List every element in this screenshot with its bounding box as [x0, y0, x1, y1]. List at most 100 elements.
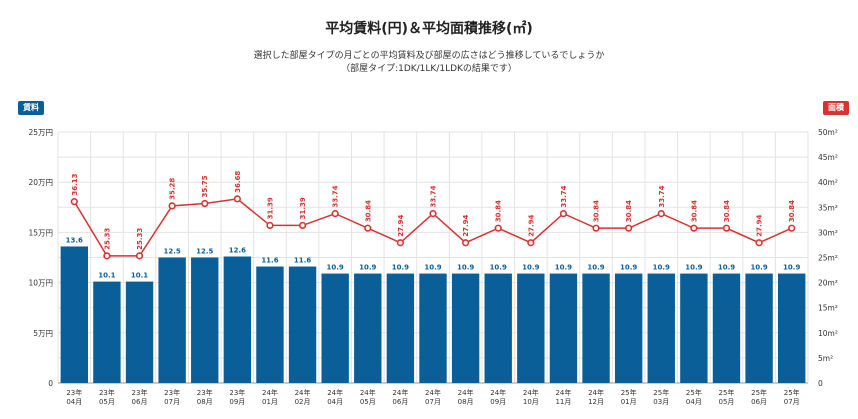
rent-bar: [647, 273, 675, 383]
right-axis-tick-label: 35m²: [818, 203, 838, 212]
x-tick-label-month: 06月: [392, 398, 408, 406]
left-axis-tick-label: 0: [48, 379, 53, 388]
x-tick-label-year: 25年: [751, 388, 767, 397]
rent-bar-label: 10.9: [587, 264, 604, 272]
x-tick-label-month: 02月: [295, 398, 311, 406]
x-tick-label-year: 25年: [686, 388, 702, 397]
x-tick-label-year: 25年: [719, 388, 735, 397]
x-tick-label-year: 24年: [490, 388, 506, 397]
rent-bar-label: 10.9: [555, 264, 572, 272]
x-tick-label-year: 24年: [458, 388, 474, 397]
rent-bar-label: 13.6: [66, 236, 83, 244]
rent-bar-label: 10.9: [620, 264, 637, 272]
rent-bar: [158, 257, 186, 383]
rent-bar: [680, 273, 708, 383]
rent-bar: [484, 273, 512, 383]
area-point: [755, 239, 763, 247]
x-tick-label-month: 04月: [327, 398, 343, 406]
x-tick-label-month: 07月: [425, 398, 441, 406]
x-tick-label-year: 23年: [66, 388, 82, 397]
right-axis-tick-label: 30m²: [818, 228, 838, 237]
area-point-label: 30.84: [723, 200, 731, 222]
area-point: [396, 239, 404, 247]
rent-bar-label: 10.9: [750, 264, 767, 272]
rent-bar-label: 10.9: [359, 264, 376, 272]
x-tick-label-month: 03月: [653, 398, 669, 406]
right-axis-tick-label: 0: [818, 379, 823, 388]
rent-bar: [419, 273, 447, 383]
x-tick-label-month: 09月: [490, 398, 506, 406]
area-point: [233, 195, 241, 203]
rent-bar: [549, 273, 578, 383]
area-point: [266, 221, 274, 230]
x-tick-label-month: 01月: [621, 398, 637, 406]
x-tick-label-year: 23年: [197, 388, 213, 397]
rent-bar-label: 10.1: [131, 272, 148, 280]
x-tick-label-month: 08月: [458, 398, 474, 406]
area-point: [788, 224, 796, 232]
x-tick-label-month: 01月: [262, 398, 278, 406]
x-tick-label-month: 05月: [719, 398, 735, 406]
area-axis-badge: 面積: [823, 101, 849, 115]
rent-bar-label: 10.9: [522, 264, 539, 272]
x-tick-label-month: 06月: [751, 398, 767, 406]
area-point-label: 30.84: [788, 200, 796, 222]
rent-bar-label: 12.5: [163, 248, 180, 256]
area-point: [103, 252, 111, 260]
area-point-label: 33.74: [560, 185, 568, 207]
rent-bar: [125, 281, 154, 383]
x-tick-label-month: 10月: [523, 398, 539, 406]
rent-bar-label: 10.1: [98, 272, 115, 280]
x-tick-label-month: 04月: [686, 398, 702, 406]
rent-bar-label: 10.9: [392, 264, 409, 272]
rent-bar: [288, 266, 317, 383]
area-point-label: 30.84: [625, 200, 633, 222]
area-point-label: 27.94: [527, 214, 535, 236]
rent-bar: [582, 273, 610, 383]
area-point-label: 31.39: [266, 197, 274, 219]
area-point-label: 25.33: [136, 228, 144, 250]
x-tick-label-year: 24年: [262, 388, 278, 397]
area-point-label: 35.28: [169, 178, 177, 200]
area-point: [135, 252, 144, 260]
x-tick-label-month: 12月: [588, 398, 604, 406]
rent-bar: [191, 257, 219, 383]
area-point: [331, 210, 339, 218]
rent-bar-label: 12.5: [196, 248, 213, 256]
x-tick-label-month: 05月: [360, 398, 376, 406]
area-point: [70, 198, 78, 206]
area-point: [657, 210, 665, 218]
chart-subtitle: 選択した部屋タイプの月ごとの平均賃料及び部屋の広さはどう推移しているでしょうか …: [0, 50, 858, 76]
rent-bar-label: 10.9: [457, 264, 474, 272]
area-point-label: 30.84: [495, 200, 503, 222]
rent-bar: [386, 273, 415, 383]
x-tick-label-month: 07月: [784, 398, 800, 406]
right-axis-tick-label: 10m²: [818, 329, 838, 338]
x-tick-label-year: 24年: [523, 388, 539, 397]
x-tick-label-year: 24年: [425, 388, 441, 397]
x-tick-label-year: 23年: [99, 388, 115, 397]
right-axis-tick-label: 50m²: [818, 128, 838, 137]
area-point-label: 36.13: [71, 173, 79, 195]
rent-bar-label: 12.6: [229, 246, 246, 254]
left-axis-tick-label: 25万円: [28, 128, 53, 137]
area-point: [690, 224, 698, 232]
left-axis-tick-label: 20万円: [28, 178, 53, 187]
x-tick-label-month: 04月: [66, 398, 82, 406]
area-point-label: 30.84: [593, 200, 601, 222]
rent-bar-label: 11.6: [261, 257, 278, 265]
rent-bar-label: 10.9: [327, 264, 344, 272]
area-point: [364, 224, 372, 232]
area-point: [722, 224, 731, 232]
rent-bar: [778, 273, 806, 383]
x-tick-label-year: 23年: [229, 388, 245, 397]
area-point: [168, 202, 176, 210]
x-tick-label-year: 24年: [327, 388, 343, 397]
rent-bar-label: 10.9: [783, 264, 800, 272]
area-point: [592, 224, 600, 232]
x-tick-label-year: 24年: [392, 388, 408, 397]
x-tick-label-month: 09月: [229, 398, 245, 406]
area-point: [298, 221, 307, 230]
rent-bar-label: 10.9: [685, 264, 702, 272]
rent-bar-label: 11.6: [294, 257, 311, 265]
